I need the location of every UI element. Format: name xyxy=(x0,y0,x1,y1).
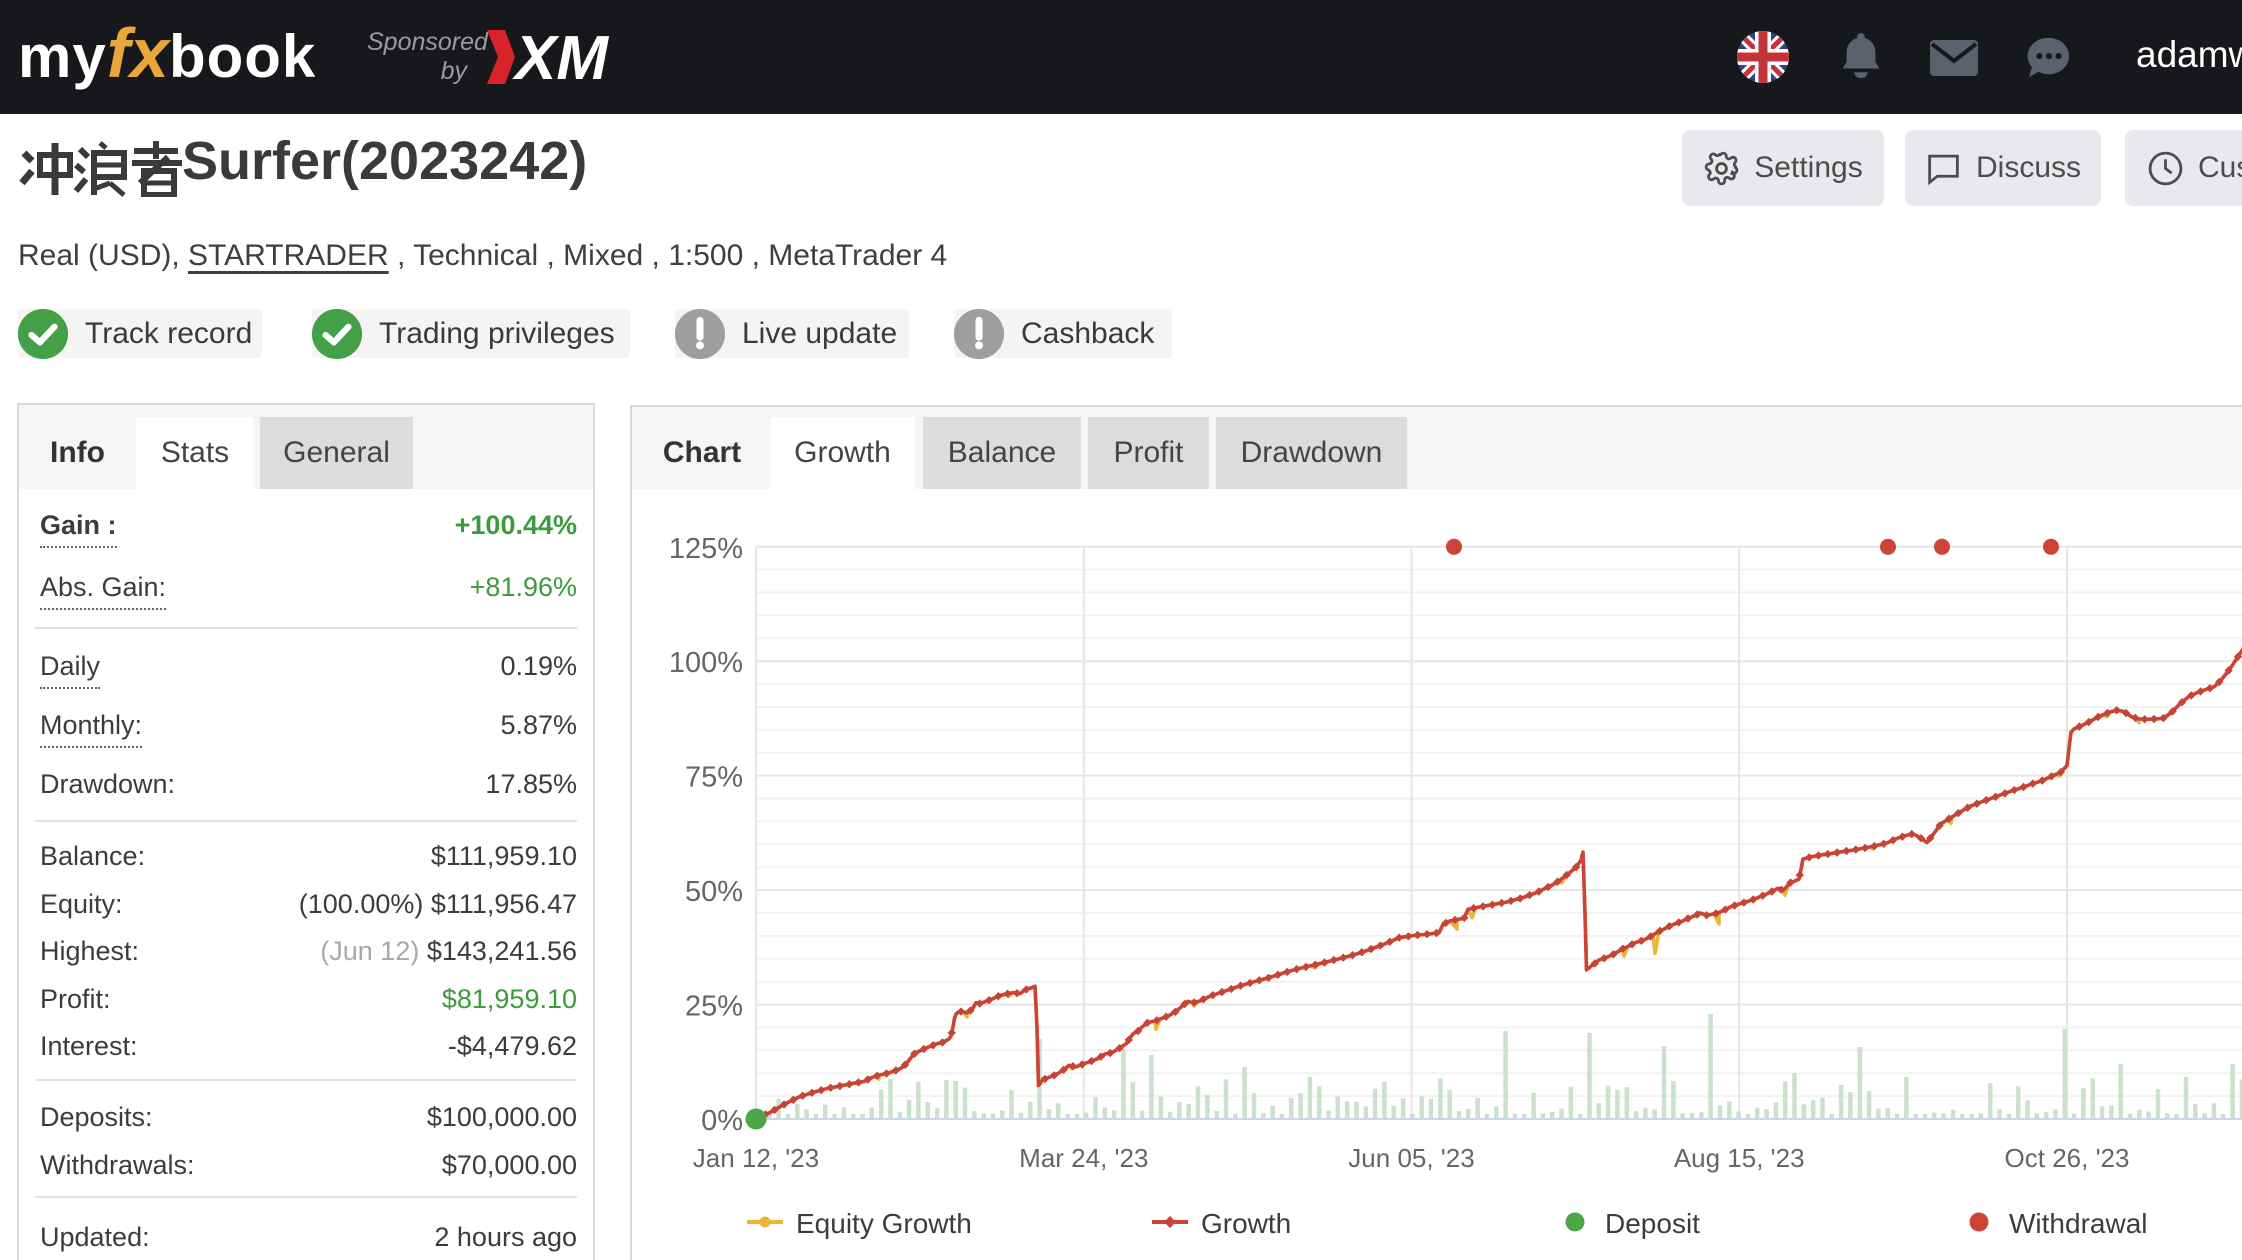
svg-text:Jan 12, '23: Jan 12, '23 xyxy=(693,1143,819,1173)
svg-text:Withdrawal: Withdrawal xyxy=(2009,1208,2147,1239)
svg-text:50%: 50% xyxy=(685,876,743,908)
svg-text:Oct 26, '23: Oct 26, '23 xyxy=(2005,1143,2130,1173)
svg-text:75%: 75% xyxy=(685,762,743,794)
svg-text:100%: 100% xyxy=(669,647,743,679)
svg-text:25%: 25% xyxy=(685,991,743,1023)
svg-text:Growth: Growth xyxy=(1201,1208,1291,1239)
svg-text:Deposit: Deposit xyxy=(1605,1208,1700,1239)
svg-text:0%: 0% xyxy=(701,1105,743,1137)
svg-text:XM: XM xyxy=(512,24,609,92)
svg-text:Mar 24, '23: Mar 24, '23 xyxy=(1019,1143,1148,1173)
svg-text:Aug 15, '23: Aug 15, '23 xyxy=(1674,1143,1805,1173)
svg-text:Jun 05, '23: Jun 05, '23 xyxy=(1348,1143,1474,1173)
svg-text:Equity Growth: Equity Growth xyxy=(796,1208,972,1239)
svg-text:125%: 125% xyxy=(669,533,743,565)
